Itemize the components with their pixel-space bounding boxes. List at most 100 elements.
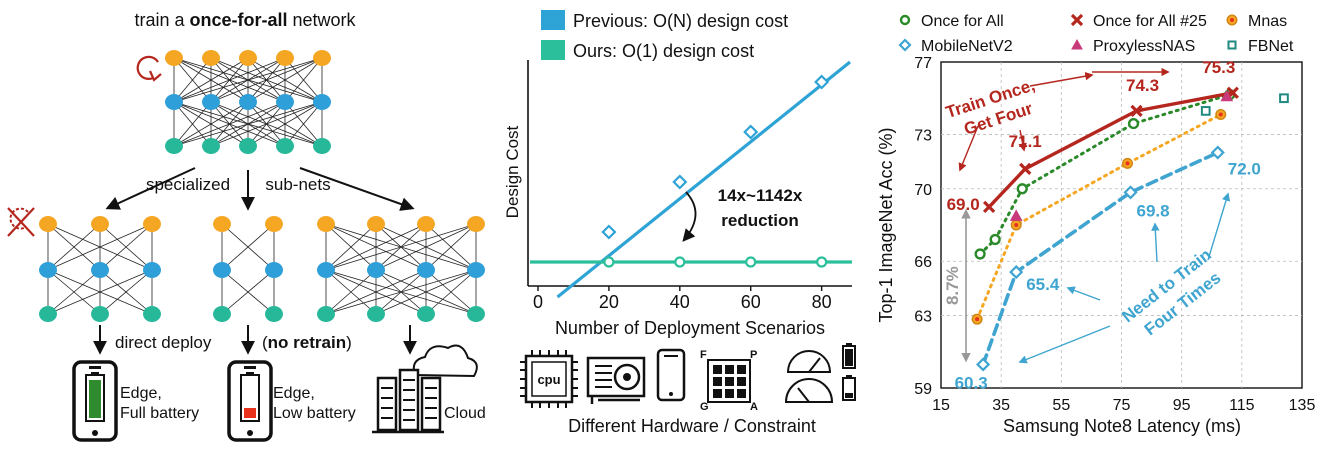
subnet-left-node [39, 262, 57, 278]
subnet-left-node [143, 216, 161, 232]
main-net-node [239, 94, 257, 110]
gap-label: 8.7% [943, 266, 962, 305]
ours-cost-point [603, 256, 615, 268]
reduction-label-1: 14x~1142x [718, 186, 803, 205]
value-label: 69.0 [947, 195, 980, 214]
main-net-node [313, 138, 331, 154]
cloud-server-icon [372, 344, 478, 434]
subnet-right-node [317, 216, 335, 232]
value-label: 60.3 [955, 373, 988, 392]
hardware-label: Different Hardware / Constraint [568, 416, 816, 436]
main-net-node [313, 94, 331, 110]
main-net-edge [173, 101, 212, 147]
phone-low-battery-icon [227, 360, 273, 442]
mobile-phone-icon [656, 348, 686, 402]
retrain-cycle-icon [136, 55, 162, 82]
once-for-all-point [1127, 117, 1140, 130]
subnet-right-edge [325, 269, 377, 315]
subnet-left-node [91, 216, 109, 232]
once-for-all-25-point [1019, 162, 1032, 175]
mnas-point-core [1125, 161, 1130, 166]
svg-text:G: G [700, 401, 709, 413]
subnet-left-edge [99, 269, 153, 315]
subnet-mid-node [265, 216, 283, 232]
main-net-node [239, 50, 257, 66]
main-net-node [276, 50, 294, 66]
subnet-right-edge [375, 223, 477, 271]
subnet-right-node [317, 306, 335, 322]
reduction-arrow [682, 191, 697, 242]
cloud-label: Cloud [444, 405, 486, 422]
proxylessnas-point [1220, 89, 1234, 102]
design-cost-panel: Previous: O(N) design cost Ours: O(1) de… [503, 10, 856, 436]
subnet-right-node [367, 306, 385, 322]
main-net-node [276, 138, 294, 154]
legend-previous-swatch [541, 10, 565, 30]
accuracy-y-tick-label: 63 [914, 309, 932, 326]
subnet-right-node [367, 216, 385, 232]
mobilenetv2-point [1009, 265, 1024, 280]
subnet-left-node [91, 262, 109, 278]
subnet-mid-node [213, 216, 231, 232]
once-for-all-network [165, 50, 331, 154]
arrow-to-subnet-right [299, 167, 415, 211]
accuracy-x-tick-label: 15 [932, 397, 950, 414]
once-for-all-25-point [1130, 104, 1143, 118]
once-for-all-25-line [987, 91, 1235, 209]
legend-once-for-all-marker [899, 14, 911, 26]
previous-cost-point [672, 174, 688, 190]
design-cost-x-tick-label: 60 [741, 292, 761, 312]
svg-text:A: A [750, 401, 758, 413]
legend-mnas-marker-core [1230, 18, 1234, 22]
direct-deploy-label: direct deploy [115, 333, 212, 352]
design-cost-xlabel: Number of Deployment Scenarios [555, 318, 825, 338]
edge-full-label-1: Edge, [120, 385, 162, 402]
once-for-all-panel: train a once-for-all network specialized… [7, 10, 486, 442]
gap-annotation: 8.7% [943, 208, 971, 363]
fbnet-point [1200, 106, 1211, 116]
battery-level-icon [842, 343, 856, 401]
main-net-edge [247, 57, 323, 103]
subnet-mid-edge [221, 223, 275, 271]
value-label: 75.3 [1202, 58, 1235, 77]
legend-previous-label: Previous: O(N) design cost [573, 11, 788, 31]
previous-cost-point [601, 224, 617, 240]
main-net-node [165, 94, 183, 110]
subnet-right-edge [325, 223, 427, 271]
subnet-left-node [143, 262, 161, 278]
legend-once-for-all-label: Once for All [921, 13, 1004, 30]
value-label: 65.4 [1026, 275, 1060, 294]
main-net-node [313, 50, 331, 66]
subnet-right-node [467, 306, 485, 322]
main-net-node [239, 138, 257, 154]
accuracy-x-tick-label: 135 [1289, 397, 1316, 414]
main-net-edge [210, 101, 323, 147]
subnet-left-node [39, 216, 57, 232]
subnet-right-node [417, 306, 435, 322]
fpga-icon: F P G A [700, 349, 758, 413]
subnet-mid-node [213, 262, 231, 278]
design-cost-x-tick-label: 20 [599, 292, 619, 312]
main-net-node [202, 138, 220, 154]
mobilenetv2-point [1123, 185, 1138, 200]
legend-ours-swatch [541, 40, 565, 60]
legend-mnas-label: Mnas [1248, 13, 1287, 30]
ours-cost-point [674, 256, 686, 268]
subnet-mid-node [213, 306, 231, 322]
subnet-right-edge [425, 269, 477, 315]
legend-fbnet-label: FBNet [1248, 38, 1294, 55]
svg-text:F: F [700, 349, 707, 361]
design-cost-ylabel: Design Cost [503, 125, 522, 218]
once-for-all-25-point [983, 200, 996, 214]
subnet-right-node [317, 262, 335, 278]
subnet-left-edge [47, 223, 101, 271]
ours-cost-point [745, 256, 757, 268]
ours-cost-point [816, 256, 828, 268]
accuracy-y-tick-label: 70 [914, 182, 932, 199]
main-net-node [202, 94, 220, 110]
phone-full-battery-icon [72, 360, 118, 442]
subnet-left-node [143, 306, 161, 322]
previous-cost-point [814, 74, 830, 90]
once-for-all-point [989, 233, 1001, 246]
arrow-to-subnet-left [105, 167, 196, 210]
